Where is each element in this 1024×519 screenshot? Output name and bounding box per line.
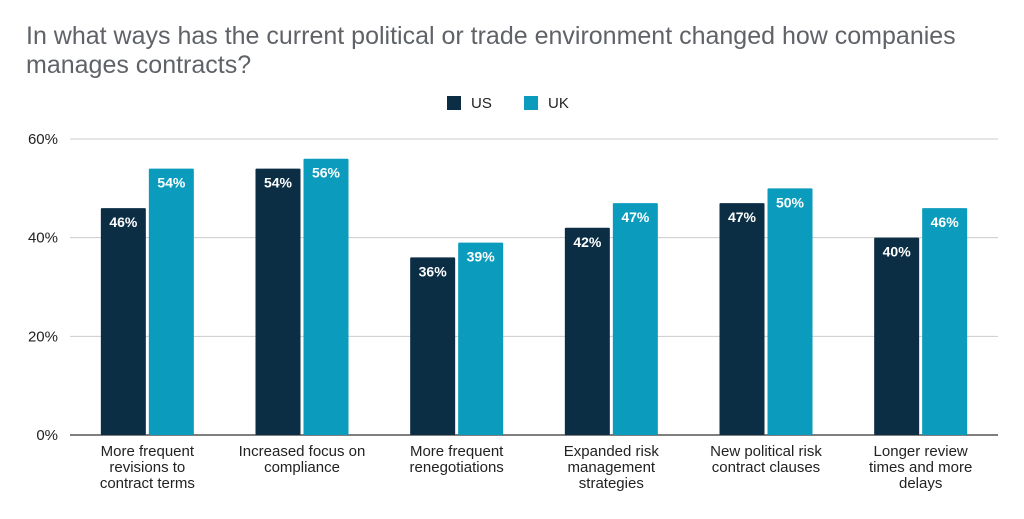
category-label-line: contract clauses — [712, 459, 820, 476]
bar-us-2 — [410, 257, 456, 435]
bar-uk-0 — [148, 168, 194, 435]
category-label-line: renegotiations — [410, 459, 504, 476]
legend-label-uk: UK — [548, 95, 569, 112]
bar-us-4 — [719, 203, 765, 435]
legend-label-us: US — [471, 95, 492, 112]
bar-label-uk-3: 47% — [621, 209, 650, 225]
bar-label-uk-4: 50% — [776, 194, 805, 210]
bar-us-5 — [874, 237, 920, 435]
bar-label-us-5: 40% — [883, 244, 912, 260]
bar-uk-1 — [303, 158, 349, 435]
category-label-line: delays — [899, 475, 942, 492]
bar-us-1 — [255, 168, 301, 435]
category-label-3: Expanded risk management strategies — [564, 443, 660, 492]
category-label-line: Longer review — [874, 443, 968, 460]
category-label-line: New political risk — [710, 443, 822, 460]
category-label-line: Increased focus on — [239, 443, 366, 460]
category-label-line: contract terms — [100, 475, 195, 492]
y-tick-label-40: 40% — [28, 230, 58, 247]
category-label-line: strategies — [579, 475, 644, 492]
category-label-line: More frequent — [410, 443, 504, 460]
category-label-0: More frequent revisions to contract terms — [100, 443, 195, 492]
bar-label-uk-0: 54% — [157, 175, 186, 191]
bar-label-us-2: 36% — [419, 263, 448, 279]
category-label-4: New political risk contract clauses — [710, 443, 822, 476]
y-tick-label-60: 60% — [28, 131, 58, 148]
bar-label-us-3: 42% — [573, 234, 602, 250]
bar-label-uk-5: 46% — [931, 214, 960, 230]
bar-uk-5 — [922, 208, 968, 435]
category-label-line: More frequent — [101, 443, 195, 460]
chart-title: In what ways has the current political o… — [26, 22, 956, 79]
category-label-line: Expanded risk — [564, 443, 660, 460]
y-tick-label-0: 0% — [36, 427, 58, 444]
category-label-line: compliance — [264, 459, 340, 476]
legend-swatch-us — [447, 96, 461, 110]
bar-uk-2 — [458, 242, 504, 435]
category-label-line: management — [568, 459, 656, 476]
bar-label-uk-2: 39% — [467, 249, 496, 265]
category-label-2: More frequent renegotiations — [410, 443, 505, 476]
category-label-line: times and more — [869, 459, 972, 476]
bar-us-3 — [564, 227, 610, 435]
legend-swatch-uk — [524, 96, 538, 110]
category-label-5: Longer review times and more delays — [869, 443, 972, 492]
bar-us-0 — [100, 208, 146, 435]
bar-uk-3 — [612, 203, 658, 435]
bar-uk-4 — [767, 188, 813, 435]
bar-label-us-1: 54% — [264, 175, 293, 191]
category-label-1: Increased focus on compliance — [239, 443, 366, 476]
bar-label-us-0: 46% — [109, 214, 138, 230]
bar-label-uk-1: 56% — [312, 165, 341, 181]
category-label-line: revisions to — [109, 459, 185, 476]
y-tick-label-20: 20% — [28, 328, 58, 345]
bar-label-us-4: 47% — [728, 209, 757, 225]
